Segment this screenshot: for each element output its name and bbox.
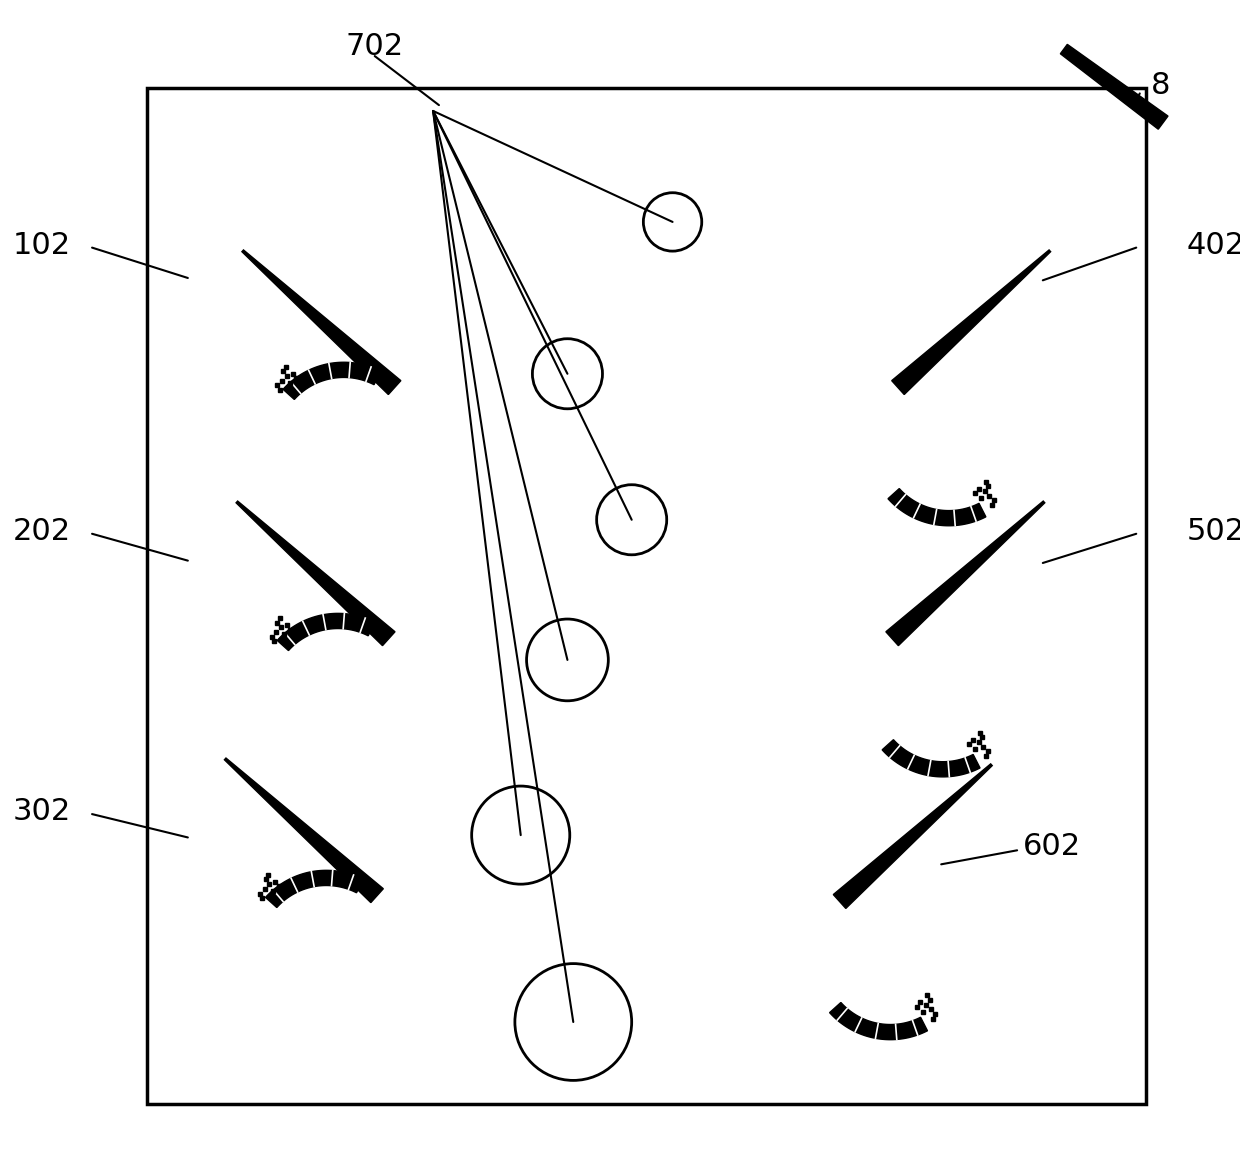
Polygon shape [892, 250, 1050, 395]
Polygon shape [888, 488, 986, 526]
Bar [148, 88, 1146, 1104]
Polygon shape [283, 362, 381, 399]
Text: 702: 702 [346, 33, 404, 61]
Polygon shape [833, 764, 992, 909]
Polygon shape [278, 613, 374, 651]
Text: 502: 502 [1187, 517, 1240, 545]
Polygon shape [882, 739, 980, 777]
Polygon shape [1060, 44, 1168, 130]
Polygon shape [265, 870, 363, 908]
Polygon shape [224, 758, 383, 903]
Text: 402: 402 [1187, 231, 1240, 259]
Text: 202: 202 [12, 517, 71, 545]
Polygon shape [830, 1002, 928, 1040]
Text: 302: 302 [12, 798, 71, 826]
Text: 602: 602 [1023, 833, 1081, 861]
Text: 8: 8 [1151, 71, 1171, 99]
Polygon shape [885, 501, 1045, 646]
Polygon shape [236, 501, 396, 646]
Text: 102: 102 [12, 231, 71, 259]
Polygon shape [242, 250, 401, 395]
